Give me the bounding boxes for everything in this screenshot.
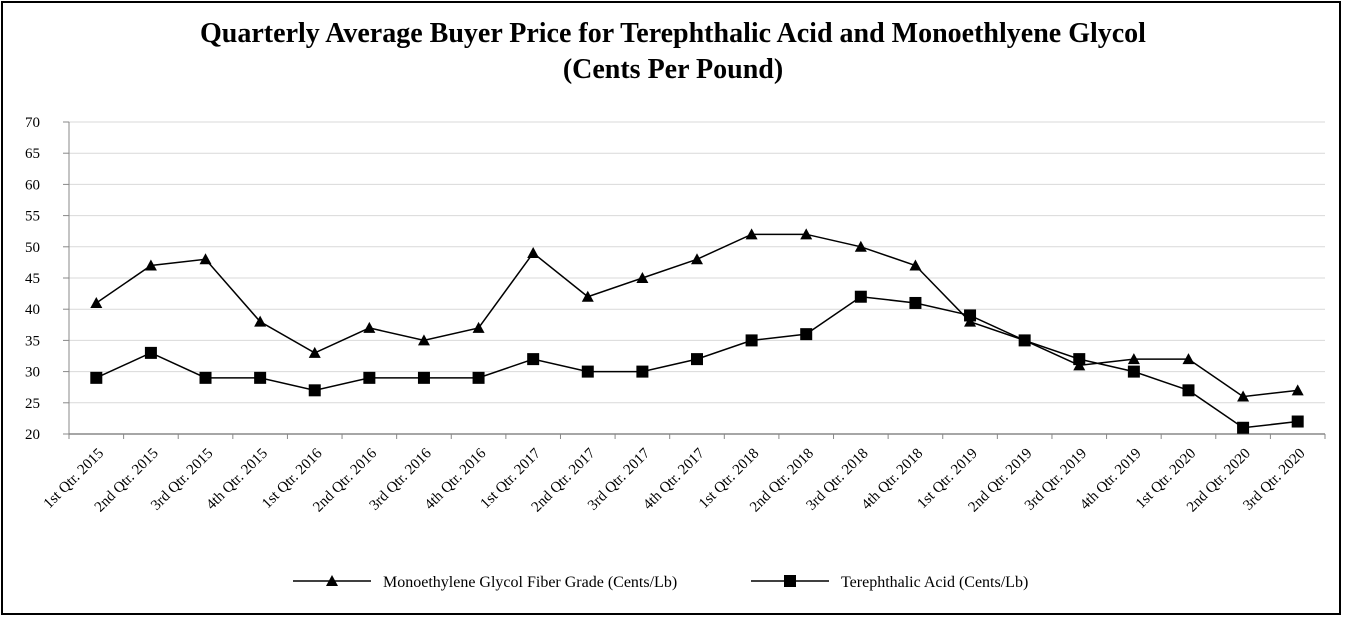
square-marker: [1182, 384, 1195, 397]
y-tick-label: 60: [25, 177, 40, 193]
triangle-marker: [581, 290, 594, 302]
square-marker: [1127, 365, 1140, 378]
y-tick-label: 70: [25, 115, 40, 131]
square-marker: [363, 371, 376, 384]
y-tick-label: 35: [25, 333, 40, 349]
square-marker: [308, 384, 321, 397]
square-marker: [745, 334, 758, 347]
square-marker: [90, 371, 103, 384]
triangle-marker: [326, 575, 338, 586]
triangle-marker: [90, 296, 103, 308]
triangle-marker: [1182, 353, 1195, 365]
triangle-marker: [909, 259, 922, 271]
square-marker: [254, 371, 267, 384]
square-marker: [527, 353, 540, 366]
square-marker: [909, 296, 922, 309]
square-marker: [581, 365, 594, 378]
triangle-marker: [800, 228, 813, 240]
square-marker: [800, 328, 813, 341]
triangle-marker: [417, 334, 430, 346]
y-tick-label: 25: [25, 396, 40, 412]
triangle-marker: [1237, 390, 1250, 402]
triangle-marker: [363, 321, 376, 333]
square-marker: [636, 365, 649, 378]
square-marker: [1237, 421, 1250, 434]
y-tick-label: 20: [25, 427, 40, 443]
y-tick-label: 55: [25, 209, 40, 225]
y-tick-label: 45: [25, 271, 40, 287]
square-marker: [1018, 334, 1031, 347]
triangle-marker: [254, 315, 267, 327]
triangle-marker: [1127, 353, 1140, 365]
y-tick-label: 40: [25, 302, 40, 318]
chart-subtitle: (Cents Per Pound): [562, 54, 784, 85]
y-tick-label: 50: [25, 240, 40, 256]
square-marker: [964, 309, 977, 322]
legend-label: Terephthalic Acid (Cents/Lb): [841, 574, 1028, 591]
triangle-marker: [745, 228, 758, 240]
triangle-marker: [636, 272, 649, 283]
chart-title-block: Quarterly Average Buyer Price for Tereph…: [0, 16, 1346, 88]
square-marker: [854, 290, 867, 303]
triangle-marker: [854, 240, 867, 252]
square-marker: [199, 371, 212, 384]
triangle-marker: [1291, 384, 1304, 396]
square-marker: [1073, 353, 1086, 366]
triangle-marker: [472, 321, 485, 333]
legend-label: Monoethylene Glycol Fiber Grade (Cents/L…: [383, 574, 677, 591]
triangle-marker: [527, 247, 540, 259]
y-tick-label: 30: [25, 365, 40, 381]
square-marker: [472, 371, 485, 384]
chart-title: Quarterly Average Buyer Price for Tereph…: [200, 18, 1146, 49]
triangle-marker: [199, 253, 212, 265]
square-marker: [417, 371, 430, 384]
triangle-marker: [144, 259, 157, 271]
triangle-marker: [308, 346, 321, 358]
square-marker: [1291, 415, 1304, 428]
triangle-marker: [691, 253, 703, 265]
y-tick-label: 65: [25, 146, 40, 162]
square-marker: [784, 575, 796, 587]
square-marker: [691, 353, 703, 366]
square-marker: [144, 346, 157, 359]
